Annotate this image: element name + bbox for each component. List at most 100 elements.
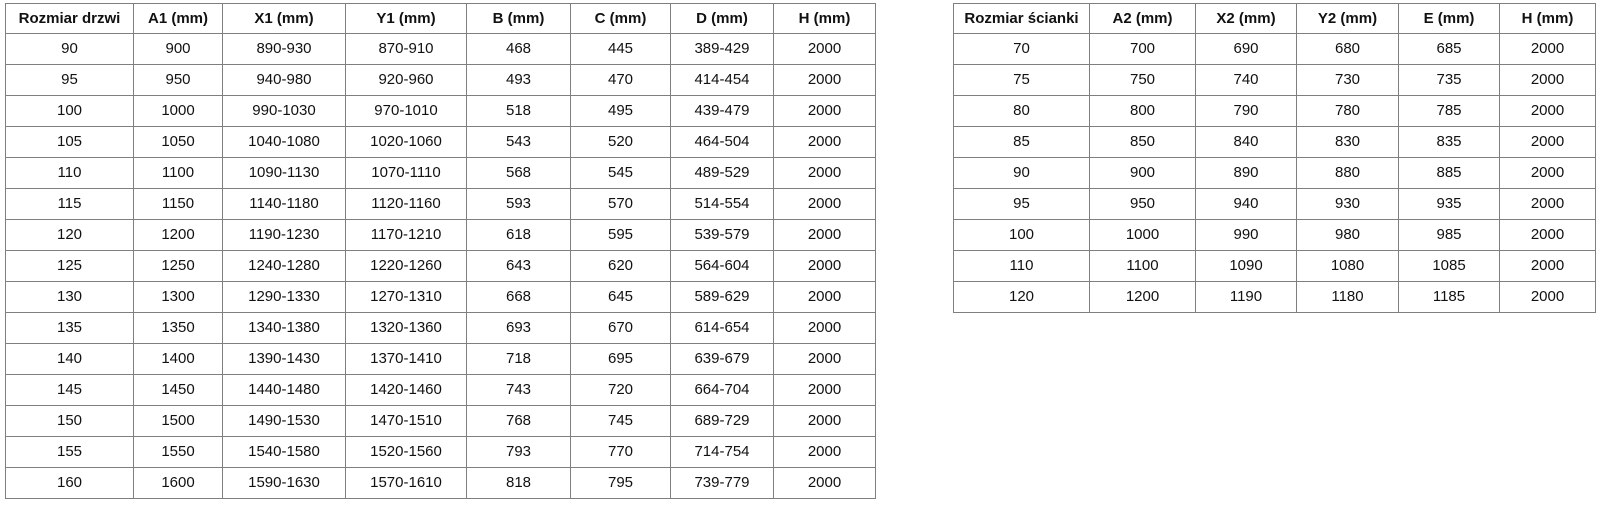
table-cell: 514-554	[670, 188, 774, 220]
table-cell: 495	[570, 95, 671, 127]
table-cell: 2000	[773, 219, 876, 251]
table-cell: 2000	[1499, 95, 1596, 127]
table-row: 110 1100 1090-1130 1070-1110 568 545 489-529 20…	[5, 157, 876, 189]
table-cell: 664-704	[670, 374, 774, 406]
table-cell: 1370-1410	[345, 343, 467, 375]
table-cell: 990	[1195, 219, 1297, 251]
table-cell: 1140-1180	[222, 188, 346, 220]
table-cell: 1190-1230	[222, 219, 346, 251]
table-cell: 685	[1398, 33, 1500, 65]
table-row: 70 700 690 680 685 2000	[953, 33, 1596, 65]
table-cell: 935	[1398, 188, 1500, 220]
table-cell: 1100	[1089, 250, 1196, 282]
table-cell: 620	[570, 250, 671, 282]
table-cell: 539-579	[670, 219, 774, 251]
table-cell: 980	[1296, 219, 1399, 251]
table-cell: 940	[1195, 188, 1297, 220]
table-cell: 2000	[1499, 219, 1596, 251]
table-cell: 930	[1296, 188, 1399, 220]
table-cell: 985	[1398, 219, 1500, 251]
table-cell: 1450	[133, 374, 223, 406]
table-cell: 739-779	[670, 467, 774, 499]
table-row: 90 900 890-930 870-910 468 445 389-429 2000	[5, 33, 876, 65]
table-cell: 100	[953, 219, 1090, 251]
table-cell: 520	[570, 126, 671, 158]
wall-column-header: E (mm)	[1398, 3, 1500, 34]
table-cell: 1100	[133, 157, 223, 189]
table-cell: 870-910	[345, 33, 467, 65]
table-cell: 645	[570, 281, 671, 313]
table-cell: 2000	[773, 436, 876, 468]
table-cell: 689-729	[670, 405, 774, 437]
table-cell: 1290-1330	[222, 281, 346, 313]
table-cell: 95	[953, 188, 1090, 220]
table-cell: 70	[953, 33, 1090, 65]
table-cell: 2000	[1499, 64, 1596, 96]
table-cell: 85	[953, 126, 1090, 158]
table-row: 100 1000 990-1030 970-1010 518 495 439-479 2000	[5, 95, 876, 127]
table-cell: 740	[1195, 64, 1297, 96]
table-cell: 489-529	[670, 157, 774, 189]
table-cell: 1600	[133, 467, 223, 499]
table-cell: 720	[570, 374, 671, 406]
table-cell: 140	[5, 343, 134, 375]
table-cell: 1300	[133, 281, 223, 313]
wall-column-header: X2 (mm)	[1195, 3, 1297, 34]
table-cell: 100	[5, 95, 134, 127]
table-cell: 780	[1296, 95, 1399, 127]
table-cell: 160	[5, 467, 134, 499]
table-cell: 2000	[1499, 281, 1596, 313]
table-cell: 464-504	[670, 126, 774, 158]
door-column-header: Y1 (mm)	[345, 3, 467, 34]
table-cell: 2000	[773, 374, 876, 406]
table-cell: 668	[466, 281, 571, 313]
table-cell: 135	[5, 312, 134, 344]
table-cell: 543	[466, 126, 571, 158]
table-cell: 568	[466, 157, 571, 189]
table-cell: 890	[1195, 157, 1297, 189]
table-cell: 1185	[1398, 281, 1500, 313]
door-table-header: Rozmiar drzwi A1 (mm) X1 (mm) Y1 (mm) B (mm)…	[5, 3, 876, 34]
table-cell: 768	[466, 405, 571, 437]
table-cell: 1200	[133, 219, 223, 251]
table-cell: 1020-1060	[345, 126, 467, 158]
table-cell: 150	[5, 405, 134, 437]
table-cell: 2000	[773, 157, 876, 189]
table-cell: 1540-1580	[222, 436, 346, 468]
table-cell: 1470-1510	[345, 405, 467, 437]
table-cell: 1085	[1398, 250, 1500, 282]
table-cell: 618	[466, 219, 571, 251]
table-cell: 1090	[1195, 250, 1297, 282]
table-row: 110 1100 1090 1080 1085 2000	[953, 250, 1596, 282]
table-cell: 2000	[1499, 126, 1596, 158]
table-cell: 2000	[773, 281, 876, 313]
table-cell: 940-980	[222, 64, 346, 96]
wall-column-header: Rozmiar ścianki	[953, 3, 1090, 34]
table-cell: 1250	[133, 250, 223, 282]
table-header-row: Rozmiar drzwi A1 (mm) X1 (mm) Y1 (mm) B (mm)…	[5, 3, 876, 34]
table-cell: 468	[466, 33, 571, 65]
table-cell: 1520-1560	[345, 436, 467, 468]
wall-table-header: Rozmiar ścianki A2 (mm) X2 (mm) Y2 (mm) E (m…	[953, 3, 1596, 34]
table-row: 95 950 940-980 920-960 493 470 414-454 2000	[5, 64, 876, 96]
table-cell: 414-454	[670, 64, 774, 96]
wall-table-body: 70 700 690 680 685 2000 75 750 740 730 735 2000 80 80…	[953, 33, 1596, 313]
table-row: 95 950 940 930 935 2000	[953, 188, 1596, 220]
table-cell: 1590-1630	[222, 467, 346, 499]
table-cell: 1070-1110	[345, 157, 467, 189]
table-cell: 1200	[1089, 281, 1196, 313]
table-cell: 2000	[1499, 33, 1596, 65]
table-cell: 90	[953, 157, 1090, 189]
table-row: 155 1550 1540-1580 1520-1560 793 770 714-754 20…	[5, 436, 876, 468]
table-cell: 835	[1398, 126, 1500, 158]
table-cell: 770	[570, 436, 671, 468]
table-cell: 155	[5, 436, 134, 468]
table-row: 150 1500 1490-1530 1470-1510 768 745 689-729 20…	[5, 405, 876, 437]
table-cell: 470	[570, 64, 671, 96]
table-cell: 2000	[773, 188, 876, 220]
table-cell: 885	[1398, 157, 1500, 189]
table-cell: 120	[5, 219, 134, 251]
table-cell: 1050	[133, 126, 223, 158]
table-cell: 1000	[1089, 219, 1196, 251]
